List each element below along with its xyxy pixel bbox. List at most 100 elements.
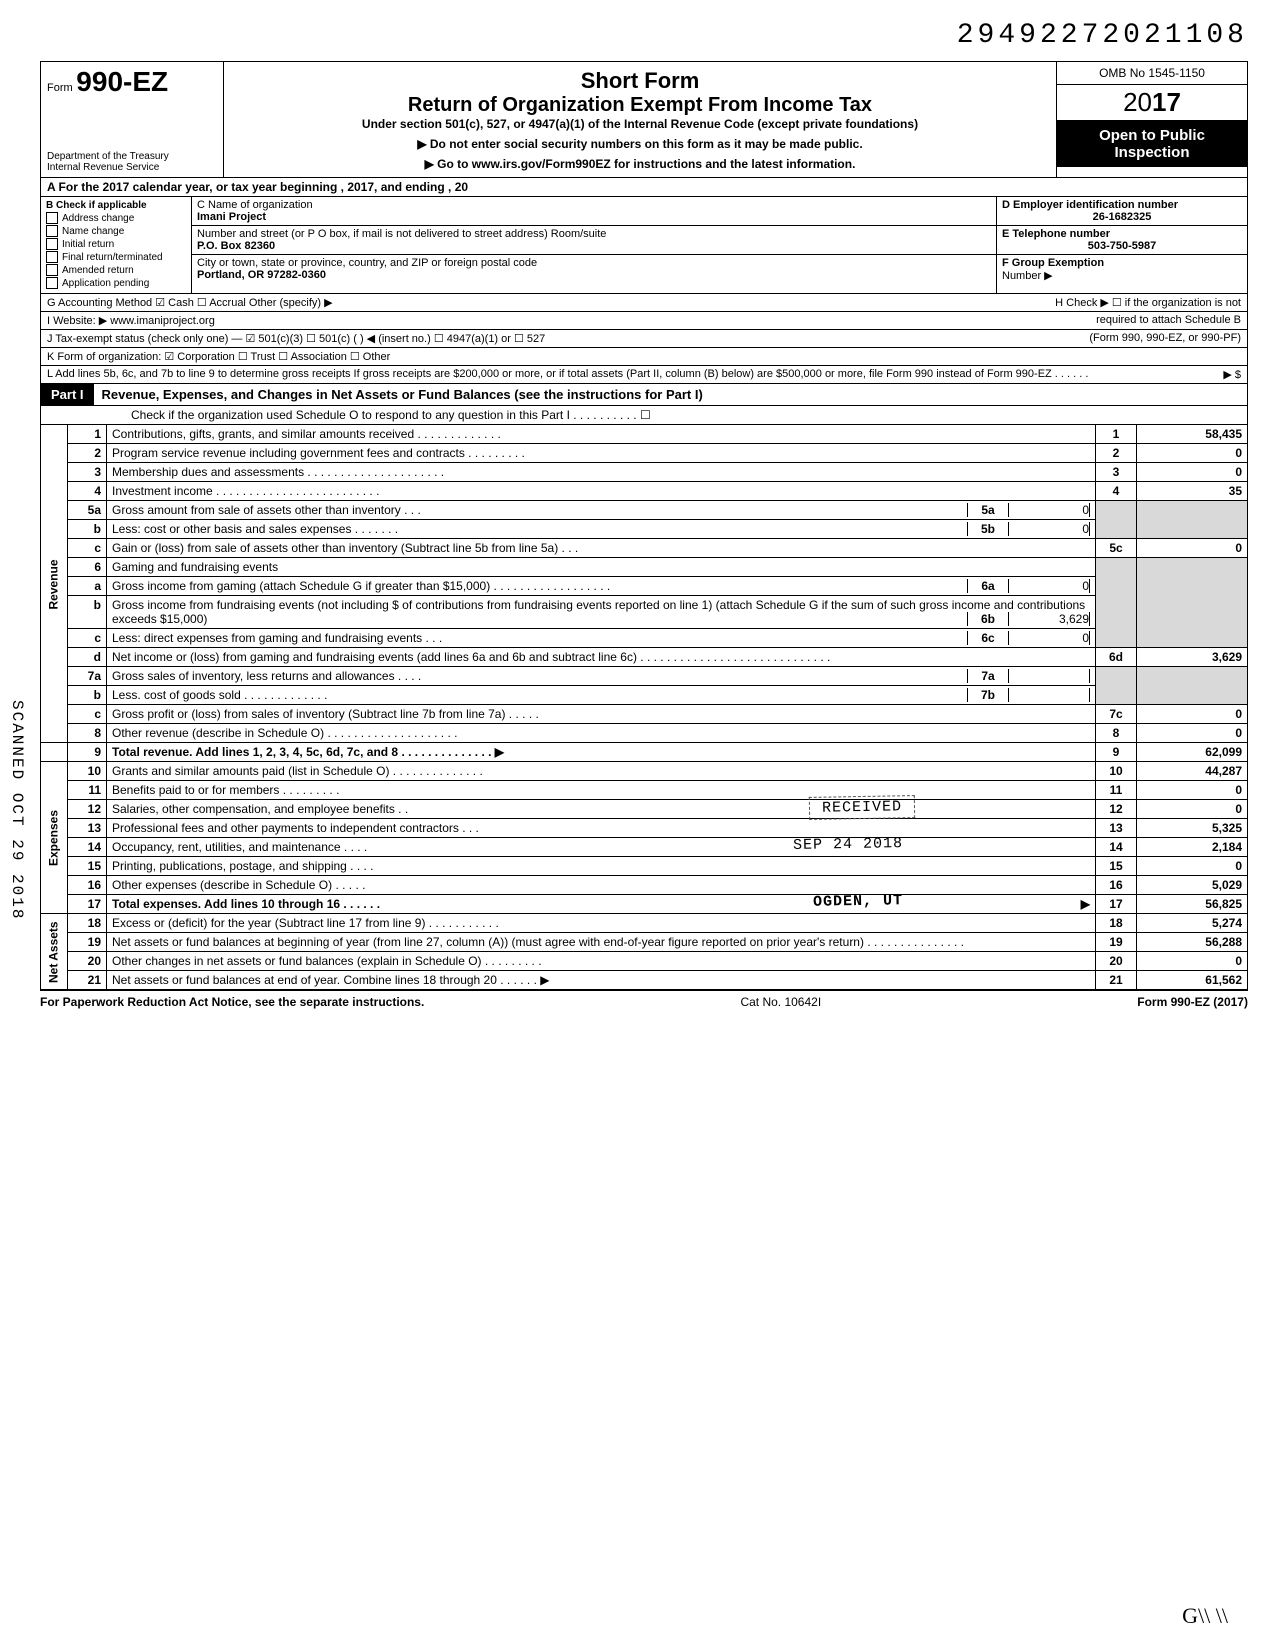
line-14-amt: 2,184 bbox=[1137, 838, 1248, 857]
under-section: Under section 501(c), 527, or 4947(a)(1)… bbox=[234, 117, 1046, 131]
dept-irs: Internal Revenue Service bbox=[47, 162, 217, 173]
line-6d-amt: 3,629 bbox=[1137, 648, 1248, 667]
line-5c-amt: 0 bbox=[1137, 539, 1248, 558]
line-6b-ibox: 6b bbox=[967, 612, 1009, 626]
part1-label: Part I bbox=[41, 384, 94, 405]
row-l-arrow: ▶ $ bbox=[1223, 368, 1241, 381]
accounting-method: G Accounting Method ☑ Cash ☐ Accrual Oth… bbox=[47, 296, 333, 309]
label-org-name: C Name of organization bbox=[197, 199, 991, 211]
chk-application-pending[interactable]: Application pending bbox=[46, 277, 186, 289]
lines-table: Revenue 1 Contributions, gifts, grants, … bbox=[40, 425, 1248, 990]
ogden-stamp: OGDEN, UT bbox=[801, 890, 915, 913]
line-2-box: 2 bbox=[1096, 444, 1137, 463]
line-17-desc: Total expenses. Add lines 10 through 16 … bbox=[107, 895, 1096, 914]
line-7a-ibox: 7a bbox=[967, 669, 1009, 683]
website: I Website: ▶ www.imaniproject.org bbox=[47, 314, 215, 327]
line-5c-desc: Gain or (loss) from sale of assets other… bbox=[107, 539, 1096, 558]
line-6c-desc: Less: direct expenses from gaming and fu… bbox=[107, 629, 1096, 648]
line-10-desc: Grants and similar amounts paid (list in… bbox=[107, 762, 1096, 781]
part1-title: Revenue, Expenses, and Changes in Net As… bbox=[94, 384, 711, 405]
line-5b-ibox: 5b bbox=[967, 522, 1009, 536]
line-7c-amt: 0 bbox=[1137, 705, 1248, 724]
chk-address-change[interactable]: Address change bbox=[46, 212, 186, 224]
line-4-box: 4 bbox=[1096, 482, 1137, 501]
ein-value: 26-1682325 bbox=[1002, 211, 1242, 223]
line-9-amt: 62,099 bbox=[1137, 743, 1248, 762]
line-6d-box: 6d bbox=[1096, 648, 1137, 667]
omb-number: OMB No 1545-1150 bbox=[1057, 62, 1247, 85]
line-18-amt: 5,274 bbox=[1137, 914, 1248, 933]
line-4-amt: 35 bbox=[1137, 482, 1248, 501]
line-15-desc: Printing, publications, postage, and shi… bbox=[107, 857, 1096, 876]
line-7a-desc: Gross sales of inventory, less returns a… bbox=[107, 667, 1096, 686]
line-5b-desc: Less: cost or other basis and sales expe… bbox=[107, 520, 1096, 539]
year-prefix: 20 bbox=[1123, 87, 1152, 117]
line-12-amt: 0 bbox=[1137, 800, 1248, 819]
row-g: G Accounting Method ☑ Cash ☐ Accrual Oth… bbox=[40, 294, 1248, 312]
chk-name-change[interactable]: Name change bbox=[46, 225, 186, 237]
col-c-org-info: C Name of organization Imani Project Num… bbox=[192, 197, 997, 293]
line-6a-ibox: 6a bbox=[967, 579, 1009, 593]
side-expenses: Expenses bbox=[41, 762, 68, 914]
row-k: K Form of organization: ☑ Corporation ☐ … bbox=[40, 348, 1248, 366]
line-10-box: 10 bbox=[1096, 762, 1137, 781]
line-6b-desc: Gross income from fundraising events (no… bbox=[107, 596, 1096, 629]
line-11-amt: 0 bbox=[1137, 781, 1248, 800]
year-bold: 17 bbox=[1152, 87, 1181, 117]
row-i: I Website: ▶ www.imaniproject.org requir… bbox=[40, 312, 1248, 330]
line-9-box: 9 bbox=[1096, 743, 1137, 762]
line-5a-iamt: 0 bbox=[1009, 503, 1090, 517]
line-17-box: 17 bbox=[1096, 895, 1137, 914]
footer-right: Form 990-EZ (2017) bbox=[1137, 995, 1248, 1009]
line-1-box: 1 bbox=[1096, 425, 1137, 444]
footer-center: Cat No. 10642I bbox=[740, 995, 821, 1009]
line-6c-ibox: 6c bbox=[967, 631, 1009, 645]
line-12-desc: Salaries, other compensation, and employ… bbox=[107, 800, 1096, 819]
chk-label: Initial return bbox=[62, 239, 114, 250]
tax-exempt-status: J Tax-exempt status (check only one) — ☑… bbox=[47, 332, 545, 345]
line-14-desc: Occupancy, rent, utilities, and maintena… bbox=[107, 838, 1096, 857]
col-de: D Employer identification number 26-1682… bbox=[997, 197, 1247, 293]
line-16-box: 16 bbox=[1096, 876, 1137, 895]
line-19-amt: 56,288 bbox=[1137, 933, 1248, 952]
header-center: Short Form Return of Organization Exempt… bbox=[224, 62, 1057, 177]
scanned-stamp: SCANNED OCT 29 2018 bbox=[8, 700, 26, 920]
org-name: Imani Project bbox=[197, 211, 991, 223]
org-addr: P.O. Box 82360 bbox=[197, 240, 991, 252]
arrow-goto: ▶ Go to www.irs.gov/Form990EZ for instru… bbox=[234, 157, 1046, 171]
schedule-b-note: required to attach Schedule B bbox=[1096, 314, 1241, 327]
open-to-public: Open to Public Inspection bbox=[1057, 121, 1247, 167]
label-ein: D Employer identification number bbox=[1002, 199, 1242, 211]
chk-initial-return[interactable]: Initial return bbox=[46, 238, 186, 250]
line-5b-iamt: 0 bbox=[1009, 522, 1090, 536]
open-line2: Inspection bbox=[1063, 144, 1241, 161]
line-1-amt: 58,435 bbox=[1137, 425, 1248, 444]
line-6b-iamt: 3,629 bbox=[1009, 612, 1090, 626]
line-7c-box: 7c bbox=[1096, 705, 1137, 724]
line-13-box: 13 bbox=[1096, 819, 1137, 838]
line-13-amt: 5,325 bbox=[1137, 819, 1248, 838]
block-bcde: B Check if applicable Address change Nam… bbox=[40, 197, 1248, 294]
line-12-box: 12 bbox=[1096, 800, 1137, 819]
document-number: 29492272021108 bbox=[40, 20, 1248, 51]
label-group-number: Number ▶ bbox=[1002, 269, 1242, 282]
received-stamp: RECEIVED bbox=[809, 795, 915, 820]
line-14-box: 14 bbox=[1096, 838, 1137, 857]
line-17-amt: 56,825 bbox=[1137, 895, 1248, 914]
line-11-desc: Benefits paid to or for members . . . . … bbox=[107, 781, 1096, 800]
h-check: H Check ▶ ☐ if the organization is not bbox=[1055, 296, 1241, 309]
line-18-box: 18 bbox=[1096, 914, 1137, 933]
form-prefix: Form bbox=[47, 82, 73, 94]
open-line1: Open to Public bbox=[1063, 127, 1241, 144]
chk-label: Address change bbox=[62, 213, 134, 224]
line-10-amt: 44,287 bbox=[1137, 762, 1248, 781]
form-number: 990-EZ bbox=[76, 66, 168, 97]
line-8-desc: Other revenue (describe in Schedule O) .… bbox=[107, 724, 1096, 743]
col-b-checkboxes: B Check if applicable Address change Nam… bbox=[41, 197, 192, 293]
chk-amended-return[interactable]: Amended return bbox=[46, 264, 186, 276]
line-6a-desc: Gross income from gaming (attach Schedul… bbox=[107, 577, 1096, 596]
line-8-box: 8 bbox=[1096, 724, 1137, 743]
label-group-exemption: F Group Exemption bbox=[1002, 257, 1242, 269]
chk-final-return[interactable]: Final return/terminated bbox=[46, 251, 186, 263]
line-6-desc: Gaming and fundraising events bbox=[107, 558, 1096, 577]
